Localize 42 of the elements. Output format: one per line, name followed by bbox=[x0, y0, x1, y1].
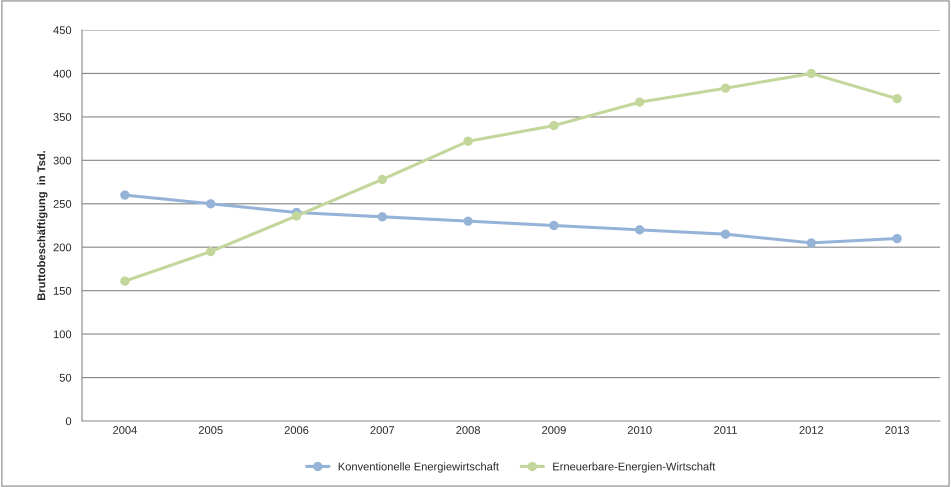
x-tick-label: 2008 bbox=[456, 426, 480, 434]
y-tick-label: 250 bbox=[54, 200, 72, 208]
point bbox=[206, 199, 216, 208]
x-tick-label: 2013 bbox=[885, 426, 909, 434]
x-tick-label: 2007 bbox=[370, 426, 394, 434]
x-tick-label: 2009 bbox=[542, 426, 566, 434]
point bbox=[720, 84, 730, 93]
x-tick-label: 2005 bbox=[198, 426, 223, 434]
y-tick-label: 300 bbox=[53, 156, 72, 164]
point bbox=[463, 136, 473, 146]
y-axis-title: Bruttobeschäftigung in Tsd. bbox=[37, 151, 48, 300]
point bbox=[635, 225, 644, 235]
x-tick-label: 2010 bbox=[628, 426, 652, 434]
point bbox=[720, 230, 730, 239]
point bbox=[120, 276, 130, 286]
x-tick-label: 2012 bbox=[800, 426, 824, 434]
y-tick-label: 0 bbox=[66, 417, 72, 426]
y-tick-label: 400 bbox=[53, 70, 72, 78]
point bbox=[806, 238, 816, 248]
y-tick-label: 200 bbox=[54, 243, 72, 252]
y-tick-label: 350 bbox=[53, 113, 72, 122]
y-tick-label: 150 bbox=[54, 286, 72, 295]
y-tick-label: 450 bbox=[53, 26, 72, 34]
point bbox=[549, 220, 559, 230]
point bbox=[806, 68, 816, 78]
point bbox=[206, 246, 216, 256]
point bbox=[378, 174, 387, 184]
point bbox=[892, 94, 902, 104]
point bbox=[378, 212, 387, 222]
point bbox=[892, 234, 902, 244]
point bbox=[120, 190, 130, 200]
legend-label: Erneuerbare-Energien-Wirtschaft bbox=[553, 462, 716, 473]
x-tick-label: 2004 bbox=[113, 426, 137, 434]
point bbox=[549, 120, 559, 130]
point bbox=[463, 216, 473, 226]
point bbox=[635, 97, 644, 107]
x-tick-label: 2006 bbox=[284, 426, 308, 434]
point bbox=[292, 211, 302, 221]
y-tick-label: 50 bbox=[60, 374, 72, 382]
y-tick-label: 100 bbox=[54, 330, 72, 338]
x-tick-label: 2011 bbox=[714, 426, 737, 434]
legend-label: Konventionelle Energiewirtschaft bbox=[338, 462, 499, 473]
